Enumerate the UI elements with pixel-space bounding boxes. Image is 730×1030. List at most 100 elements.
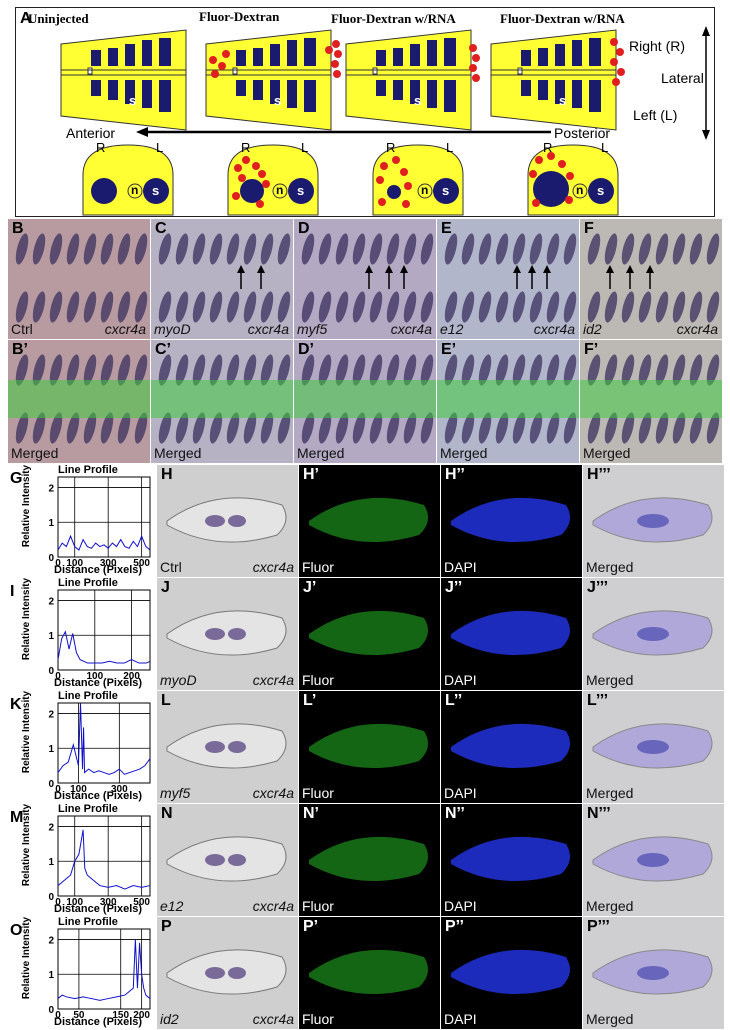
x-axis-label: Distance (Pixels) [54,677,143,689]
image-label: DAPI [444,672,477,688]
panel-letter: N [161,805,173,822]
embryo-stain-image [158,233,291,323]
stain-label: Merged [154,445,202,461]
plot-area: 0 50 150 200 0 1 2 [48,928,151,1021]
merged-section-image: N’’’ Merged [583,804,724,916]
x-tick-label: 300 [100,897,117,908]
line-profile-chart: 0 100 300 500 0 1 2 G Line Profile Distance (Pixe… [8,465,154,577]
probe-label: cxcr4a [247,321,289,337]
image-label: DAPI [444,785,477,801]
plot-area: 0 100 300 0 1 2 [48,702,151,795]
somite-letter: s [152,183,160,198]
stain-label: myoD [154,321,191,337]
profile-series-line [57,939,151,1001]
x-tick-label: 150 [112,1010,129,1021]
probe-label: cxcr4a [252,1011,294,1027]
y-tick-label: 1 [48,970,54,981]
column-title-fluor-dextran: Fluor-Dextran [199,9,280,24]
image-label: e12 [160,898,184,914]
stain-label: myf5 [297,321,328,337]
column-title-uninjected: Uninjected [28,11,89,26]
notochord-letter: n [576,183,584,197]
y-tick-label: 0 [48,779,54,790]
panel-letter: H’’ [445,466,465,483]
panel-letter: E [441,220,452,237]
whole-mount-image: C’ Merged [151,340,293,463]
profile-series-line [57,829,151,890]
image-label: Merged [586,1011,634,1027]
somite-letter: s [559,93,567,108]
panel-letter: L’’ [445,692,463,709]
schematic-panel-a: A Uninjected Fluor-Dextran Fluor-Dextran… [15,7,715,217]
probe-label: cxcr4a [252,785,294,801]
probe-label: cxcr4a [676,321,718,337]
arrow-icon [513,265,551,289]
y-tick-label: 1 [48,744,54,755]
column-title-fluor-dextran-rna-1: Fluor-Dextran w/RNA [331,11,456,26]
embryo-stain-image [301,233,434,323]
panel-letter: K [10,696,22,713]
profile-series-line [57,702,151,775]
y-axis-label: Relative Intensity [21,803,32,887]
chart-title: Line Profile [58,803,118,815]
brightfield-section-image: H Ctrl cxcr4a [157,465,298,577]
plot-frame [57,815,151,897]
probe-label: cxcr4a [252,672,294,688]
probe-label: cxcr4a [390,321,432,337]
embryo-stain-image [444,233,577,323]
embryo-stain-image [15,233,148,323]
whole-mount-image: B’ Merged [8,340,150,463]
probe-label: cxcr4a [533,321,575,337]
fluor-section-image: L’ Fluor [299,691,440,803]
x-axis-label: Distance (Pixels) [54,1016,143,1028]
schematic-drawing [60,26,710,216]
image-label: Fluor [302,672,334,688]
panel-letter: G [10,470,23,487]
plot-area: 0 100 300 500 0 1 2 [48,476,151,569]
merged-section-image: L’’’ Merged [583,691,724,803]
image-label: myf5 [160,785,191,801]
x-tick-label: 300 [111,784,128,795]
panel-letter: H [161,466,173,483]
panel-letter: P’ [303,918,319,935]
image-label: myoD [160,672,197,688]
arrow-icon [237,265,265,289]
stain-label: Merged [297,445,345,461]
embryo-stain-image [151,354,293,444]
dapi-section-image: J’’ DAPI [441,578,582,690]
arrow-icon [365,265,408,289]
panel-letter: B’ [12,341,28,358]
y-axis-label: Relative Intensity [21,577,32,661]
panel-letter: L’’’ [587,692,609,709]
panel-letter: J’ [303,579,317,596]
panel-letter: F [584,220,594,237]
panel-letter: P [161,918,172,935]
line-profile-chart: 0 100 300 0 1 2 K Line Profile Distance (Pixels)… [8,691,154,803]
panel-letter: I [10,583,15,600]
x-axis-label: Distance (Pixels) [54,564,143,576]
chart-title: Line Profile [58,690,118,702]
panel-letter: N’’ [445,805,465,822]
panel-letter: J’’’ [587,579,609,596]
chart-title: Line Profile [58,577,118,589]
arrow-icon [606,265,654,289]
y-tick-label: 0 [48,1005,54,1016]
right-side-label: Right (R) [629,38,686,54]
somite-letter: s [442,183,450,198]
panel-letter: B [12,220,24,237]
anterior-label: Anterior [66,125,116,141]
panel-letter: E’ [441,341,457,358]
x-tick-label: 0 [55,897,61,908]
x-tick-label: 100 [66,897,83,908]
x-tick-label: 300 [100,558,117,569]
dapi-section-image: L’’ DAPI [441,691,582,803]
plot-area: 0 100 300 500 0 1 2 [48,815,151,908]
plot-frame [57,702,151,784]
